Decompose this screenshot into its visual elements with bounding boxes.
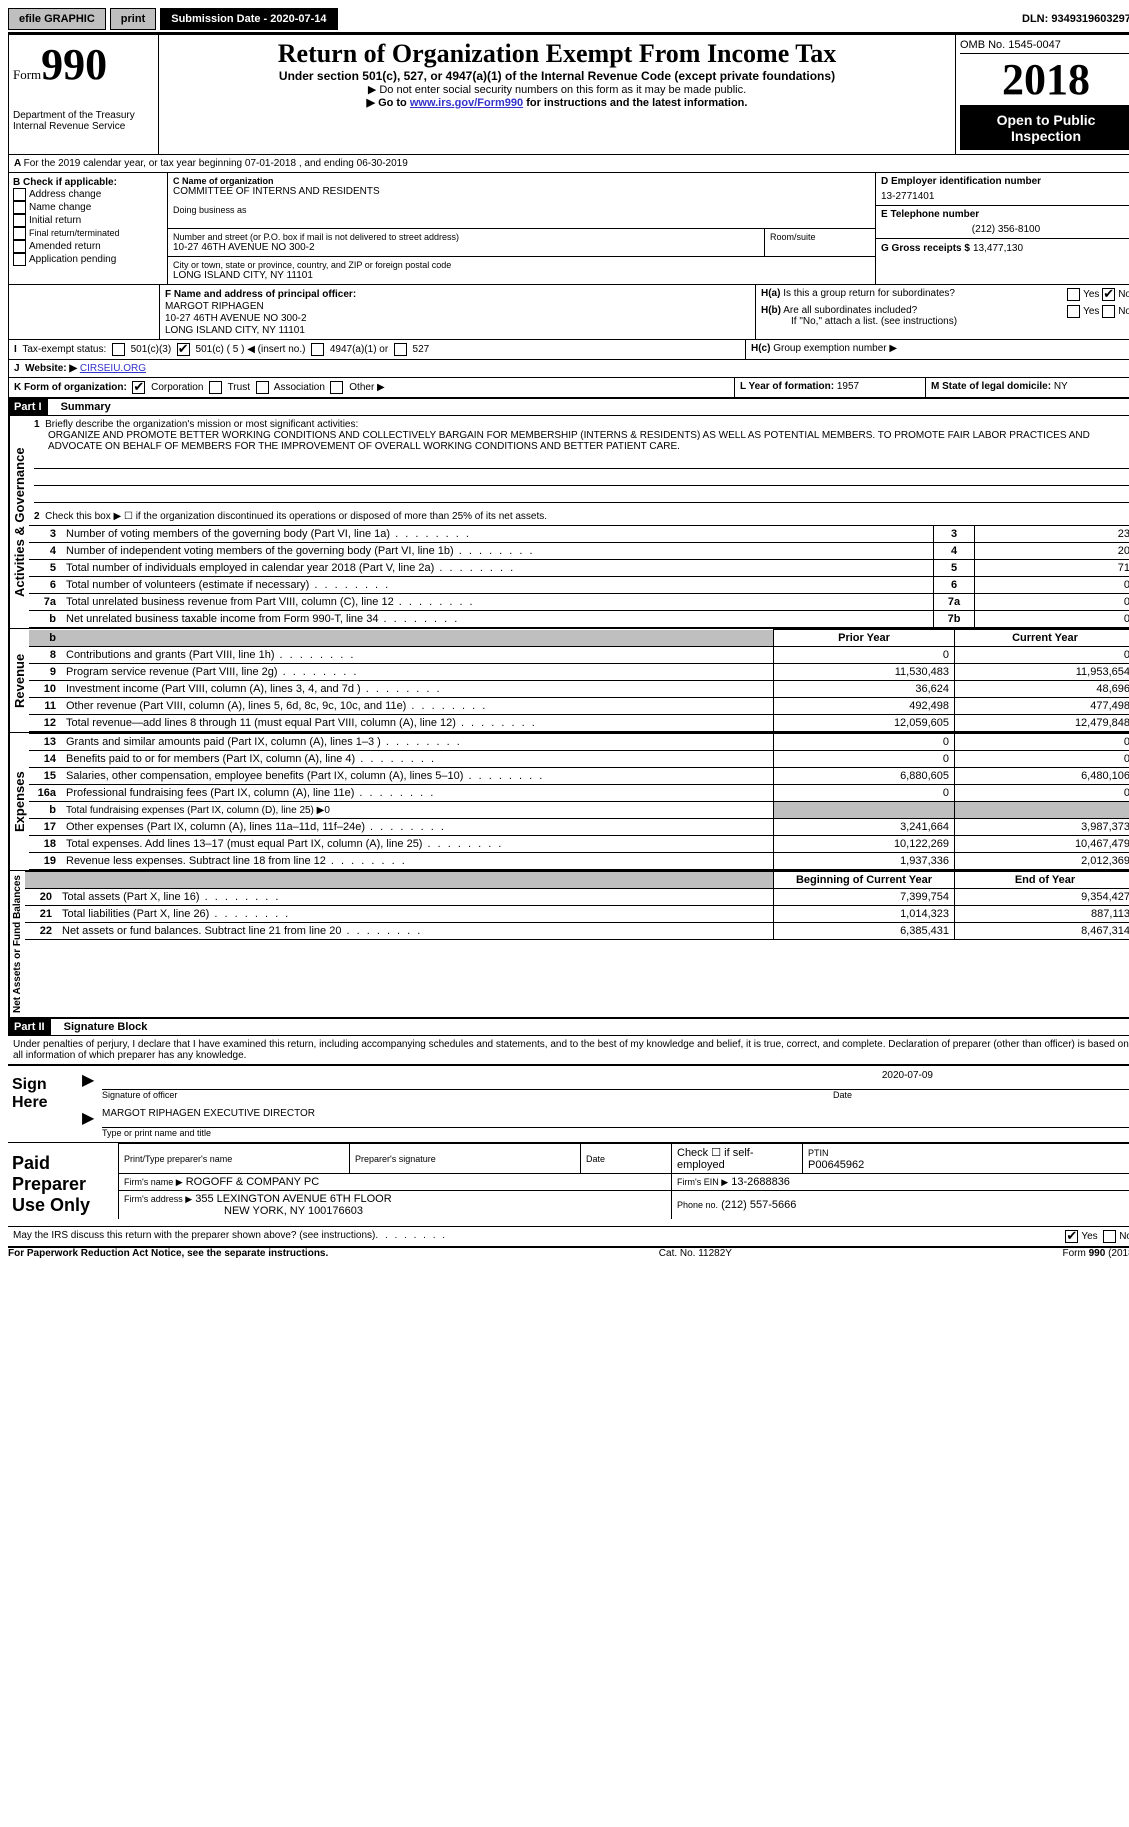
instruction-1: ▶ Do not enter social security numbers o… xyxy=(163,83,951,96)
info-block: B Check if applicable: Address change Na… xyxy=(8,173,1129,285)
part1-body: Activities & Governance 1 Briefly descri… xyxy=(8,416,1129,629)
arrow-icon: ▶ xyxy=(82,1070,102,1090)
irs-link[interactable]: www.irs.gov/Form990 xyxy=(410,97,523,109)
vlabel-governance: Activities & Governance xyxy=(9,416,29,628)
dept-label: Department of the Treasury Internal Reve… xyxy=(13,110,154,132)
revenue-table: b Prior Year Current Year8Contributions … xyxy=(29,629,1129,732)
omb-number: OMB No. 1545-0047 xyxy=(960,39,1129,54)
j-row: J Website: ▶ CIRSEIU.ORG xyxy=(8,360,1129,378)
box-f: F Name and address of principal officer:… xyxy=(160,285,756,339)
governance-table: 3 Number of voting members of the govern… xyxy=(29,525,1129,628)
form-title: Return of Organization Exempt From Incom… xyxy=(163,39,951,69)
netassets-block: Net Assets or Fund Balances Beginning of… xyxy=(8,871,1129,1018)
netassets-table: Beginning of Current Year End of Year20T… xyxy=(25,871,1129,940)
arrow-icon: ▶ xyxy=(82,1108,102,1128)
website-link[interactable]: CIRSEIU.ORG xyxy=(80,363,146,374)
form-number: Form990 xyxy=(13,39,154,90)
part1-header: Part I Summary xyxy=(8,398,1129,416)
fh-block: F Name and address of principal officer:… xyxy=(8,285,1129,340)
form-header: Form990 Department of the Treasury Inter… xyxy=(8,34,1129,155)
klm-row: K Form of organization: Corporation Trus… xyxy=(8,378,1129,398)
print-button[interactable]: print xyxy=(110,8,156,30)
paid-preparer-block: Paid Preparer Use Only Print/Type prepar… xyxy=(8,1142,1129,1227)
i-row: I Tax-exempt status: 501(c)(3) 501(c) ( … xyxy=(8,340,1129,360)
discuss-row: May the IRS discuss this return with the… xyxy=(8,1227,1129,1248)
submission-date: Submission Date - 2020-07-14 xyxy=(160,8,337,30)
footer-row: For Paperwork Reduction Act Notice, see … xyxy=(8,1248,1129,1259)
instruction-2: ▶ Go to www.irs.gov/Form990 for instruct… xyxy=(163,96,951,109)
expenses-table: 13Grants and similar amounts paid (Part … xyxy=(29,733,1129,870)
revenue-block: Revenue b Prior Year Current Year8Contri… xyxy=(8,629,1129,733)
efile-badge: efile GRAPHIC xyxy=(8,8,106,30)
dln-label: DLN: 93493196032970 xyxy=(1022,9,1129,29)
box-h: H(a) Is this a group return for subordin… xyxy=(756,285,1129,339)
part2-header: Part II Signature Block xyxy=(8,1018,1129,1036)
box-c: C Name of organization COMMITTEE OF INTE… xyxy=(168,173,876,284)
tax-year: 2018 xyxy=(960,54,1129,106)
box-b: B Check if applicable: Address change Na… xyxy=(9,173,168,284)
sign-here-block: Sign Here ▶ 2020-07-09 Signature of offi… xyxy=(8,1064,1129,1142)
mission-text: ORGANIZE AND PROMOTE BETTER WORKING COND… xyxy=(48,430,1129,452)
declaration-text: Under penalties of perjury, I declare th… xyxy=(8,1036,1129,1064)
period-row: A For the 2019 calendar year, or tax yea… xyxy=(8,155,1129,173)
top-bar: efile GRAPHIC print Submission Date - 20… xyxy=(8,8,1129,30)
open-public-badge: Open to Public Inspection xyxy=(960,106,1129,150)
expenses-block: Expenses 13Grants and similar amounts pa… xyxy=(8,733,1129,871)
box-deg: D Employer identification number 13-2771… xyxy=(876,173,1129,284)
form-subtitle: Under section 501(c), 527, or 4947(a)(1)… xyxy=(163,69,951,83)
